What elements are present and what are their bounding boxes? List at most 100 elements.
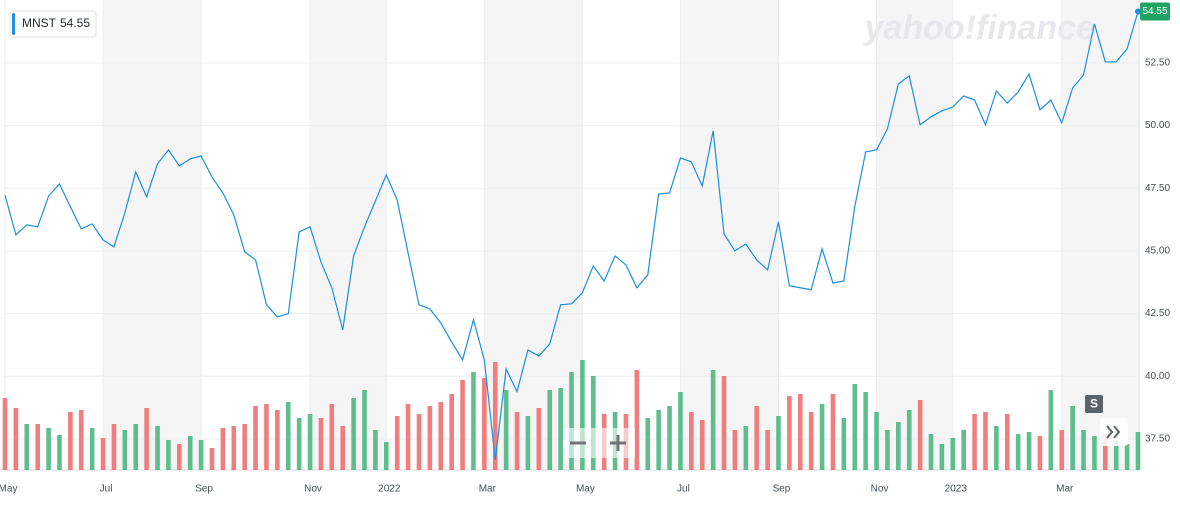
volume-bar bbox=[547, 390, 553, 470]
volume-bar bbox=[492, 362, 498, 470]
volume-bar bbox=[166, 440, 171, 470]
volume-bar bbox=[1135, 432, 1141, 470]
month-band bbox=[876, 0, 953, 470]
x-tick-label: Jul bbox=[677, 484, 690, 495]
volume-bar bbox=[732, 430, 738, 470]
volume-bar bbox=[78, 410, 84, 470]
volume-bar bbox=[841, 418, 847, 470]
volume-bar bbox=[318, 418, 324, 470]
volume-bar bbox=[13, 408, 19, 470]
volume-bar bbox=[689, 412, 694, 470]
volume-bar bbox=[776, 416, 781, 470]
volume-bar bbox=[373, 430, 378, 470]
volume-bar bbox=[1092, 436, 1097, 470]
volume-bar bbox=[111, 424, 117, 470]
next-button[interactable] bbox=[1100, 418, 1128, 446]
volume-bar bbox=[569, 372, 574, 470]
scale-button[interactable] bbox=[1085, 395, 1103, 413]
volume-bar bbox=[939, 444, 945, 470]
volume-bar bbox=[983, 412, 988, 470]
last-point bbox=[1135, 8, 1141, 15]
volume-bar bbox=[329, 404, 335, 470]
volume-bar bbox=[721, 376, 727, 470]
x-tick-label: May bbox=[576, 484, 595, 495]
month-band bbox=[103, 0, 202, 470]
volume-bar bbox=[863, 392, 868, 470]
month-band bbox=[310, 0, 387, 470]
x-tick-label: Jul bbox=[100, 484, 113, 495]
y-tick-label: 45.00 bbox=[1145, 246, 1170, 257]
volume-bar bbox=[754, 406, 760, 470]
scale-button-label[interactable]: S bbox=[1090, 397, 1098, 411]
volume-bar bbox=[819, 404, 825, 470]
volume-bar bbox=[405, 404, 411, 470]
volume-bar bbox=[885, 430, 890, 470]
volume-bar bbox=[1026, 432, 1032, 470]
next-icon[interactable] bbox=[1106, 425, 1121, 439]
volume-bar bbox=[89, 428, 95, 470]
volume-bar bbox=[1015, 434, 1021, 470]
last-price-tag bbox=[1140, 2, 1170, 21]
volume-bar bbox=[514, 412, 520, 470]
volume-bar bbox=[699, 420, 705, 470]
volume-bar bbox=[264, 404, 269, 470]
volume-bar bbox=[351, 398, 356, 470]
legend-box[interactable] bbox=[9, 10, 97, 38]
volume-bar bbox=[678, 392, 683, 470]
volume-bar bbox=[209, 448, 215, 470]
volume-bar bbox=[874, 412, 879, 470]
last-price-label: 54.55 bbox=[1142, 6, 1167, 17]
month-band bbox=[680, 0, 779, 470]
volume-bar bbox=[383, 442, 389, 470]
volume-bar bbox=[122, 430, 128, 470]
bands bbox=[103, 0, 1138, 470]
volume-bar bbox=[449, 394, 454, 470]
volume-bar bbox=[220, 428, 226, 470]
volume-bar bbox=[57, 435, 62, 470]
volume-bar bbox=[416, 414, 422, 470]
volume-bar bbox=[928, 434, 934, 470]
volume-bar bbox=[177, 444, 182, 470]
volume-bar bbox=[1048, 390, 1054, 470]
volume-bar bbox=[1004, 414, 1010, 470]
volume-bar bbox=[808, 412, 814, 470]
volume-bar bbox=[198, 440, 204, 470]
volume-bar bbox=[525, 416, 531, 470]
month-band bbox=[1061, 0, 1138, 470]
volume-bar bbox=[917, 400, 923, 470]
volume-bar bbox=[580, 360, 585, 470]
volume-bar bbox=[340, 426, 346, 470]
volume-bar bbox=[972, 414, 977, 470]
volume-bar bbox=[133, 424, 139, 470]
volume-bar bbox=[253, 406, 258, 470]
volume-bar bbox=[906, 410, 912, 470]
x-tick-label: Sep bbox=[195, 484, 213, 495]
price-line bbox=[4, 11, 1139, 461]
x-tick-label: Nov bbox=[304, 484, 322, 495]
volume-bar bbox=[2, 398, 8, 470]
y-tick-label: 52.50 bbox=[1145, 58, 1170, 69]
legend-swatch bbox=[12, 13, 15, 35]
volume-bar bbox=[362, 390, 367, 470]
volume-bar bbox=[1059, 430, 1065, 470]
volume-bar bbox=[482, 378, 487, 470]
x-tick-label: Mar bbox=[1056, 484, 1074, 495]
volume-bar bbox=[394, 416, 400, 470]
volume-bar bbox=[536, 408, 542, 470]
volume-bar bbox=[307, 414, 313, 470]
volume-bar bbox=[590, 376, 596, 470]
volume-bar bbox=[994, 426, 999, 470]
volume-bar bbox=[144, 408, 149, 470]
volume-bar bbox=[743, 426, 749, 470]
month-band bbox=[484, 0, 583, 470]
volume-bar bbox=[438, 402, 444, 470]
volume-bar bbox=[1037, 436, 1043, 470]
y-tick-label: 42.50 bbox=[1145, 308, 1170, 319]
volume-bar bbox=[797, 394, 803, 470]
volume-bar bbox=[1070, 406, 1075, 470]
volume-bar bbox=[852, 384, 858, 470]
volume-bar bbox=[961, 430, 966, 470]
volume-bar bbox=[275, 410, 280, 470]
volume-bar bbox=[787, 396, 792, 470]
